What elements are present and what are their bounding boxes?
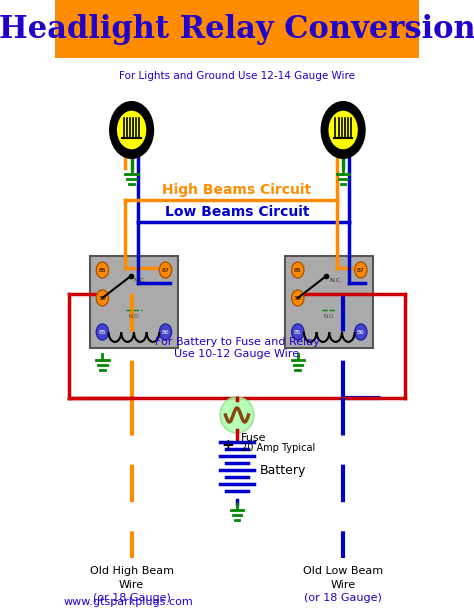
Circle shape — [159, 262, 172, 278]
Circle shape — [96, 262, 109, 278]
Text: N.C.: N.C. — [329, 278, 342, 283]
Circle shape — [96, 290, 109, 306]
Circle shape — [355, 324, 367, 340]
Text: Low Beams Circuit: Low Beams Circuit — [165, 205, 309, 219]
Circle shape — [322, 102, 365, 158]
Text: Old Low Beam: Old Low Beam — [303, 566, 383, 576]
Circle shape — [116, 110, 147, 150]
Circle shape — [292, 324, 304, 340]
Text: Old High Beam: Old High Beam — [90, 566, 173, 576]
Text: 85: 85 — [99, 330, 106, 335]
Text: Fuse: Fuse — [241, 433, 266, 443]
Text: For Lights and Ground Use 12-14 Gauge Wire: For Lights and Ground Use 12-14 Gauge Wi… — [119, 71, 355, 81]
Text: Battery: Battery — [260, 463, 307, 476]
Text: 86: 86 — [357, 330, 365, 335]
Circle shape — [328, 110, 358, 150]
Text: 30: 30 — [99, 295, 106, 300]
Text: Headlight Relay Conversion: Headlight Relay Conversion — [0, 13, 474, 45]
Circle shape — [110, 102, 153, 158]
Text: N.O.: N.O. — [323, 313, 335, 319]
FancyBboxPatch shape — [55, 0, 419, 58]
Text: www.gtsparkplugs.com: www.gtsparkplugs.com — [64, 597, 194, 607]
Text: N.C.: N.C. — [134, 278, 146, 283]
Text: 87: 87 — [162, 267, 169, 273]
Text: For Battery to Fuse and Relay
Use 10-12 Gauge Wire: For Battery to Fuse and Relay Use 10-12 … — [155, 337, 319, 359]
Text: 85: 85 — [294, 330, 301, 335]
Circle shape — [96, 324, 109, 340]
Text: (or 18 Gauge): (or 18 Gauge) — [304, 593, 382, 603]
Text: 20 Amp Typical: 20 Amp Typical — [241, 443, 315, 453]
Text: +: + — [221, 438, 234, 452]
Circle shape — [292, 262, 304, 278]
Text: 85: 85 — [294, 267, 301, 273]
Text: 87: 87 — [357, 267, 365, 273]
FancyBboxPatch shape — [285, 256, 373, 348]
Circle shape — [292, 290, 304, 306]
Text: 85: 85 — [99, 267, 106, 273]
Text: (or 18 Gauge): (or 18 Gauge) — [93, 593, 171, 603]
Text: High Beams Circuit: High Beams Circuit — [163, 183, 311, 197]
Text: Wire: Wire — [330, 580, 356, 590]
Text: N.O.: N.O. — [128, 313, 140, 319]
Text: Wire: Wire — [119, 580, 144, 590]
Ellipse shape — [220, 397, 254, 433]
FancyBboxPatch shape — [90, 256, 178, 348]
Circle shape — [159, 324, 172, 340]
Text: 30: 30 — [294, 295, 302, 300]
Text: 86: 86 — [162, 330, 169, 335]
Circle shape — [355, 262, 367, 278]
